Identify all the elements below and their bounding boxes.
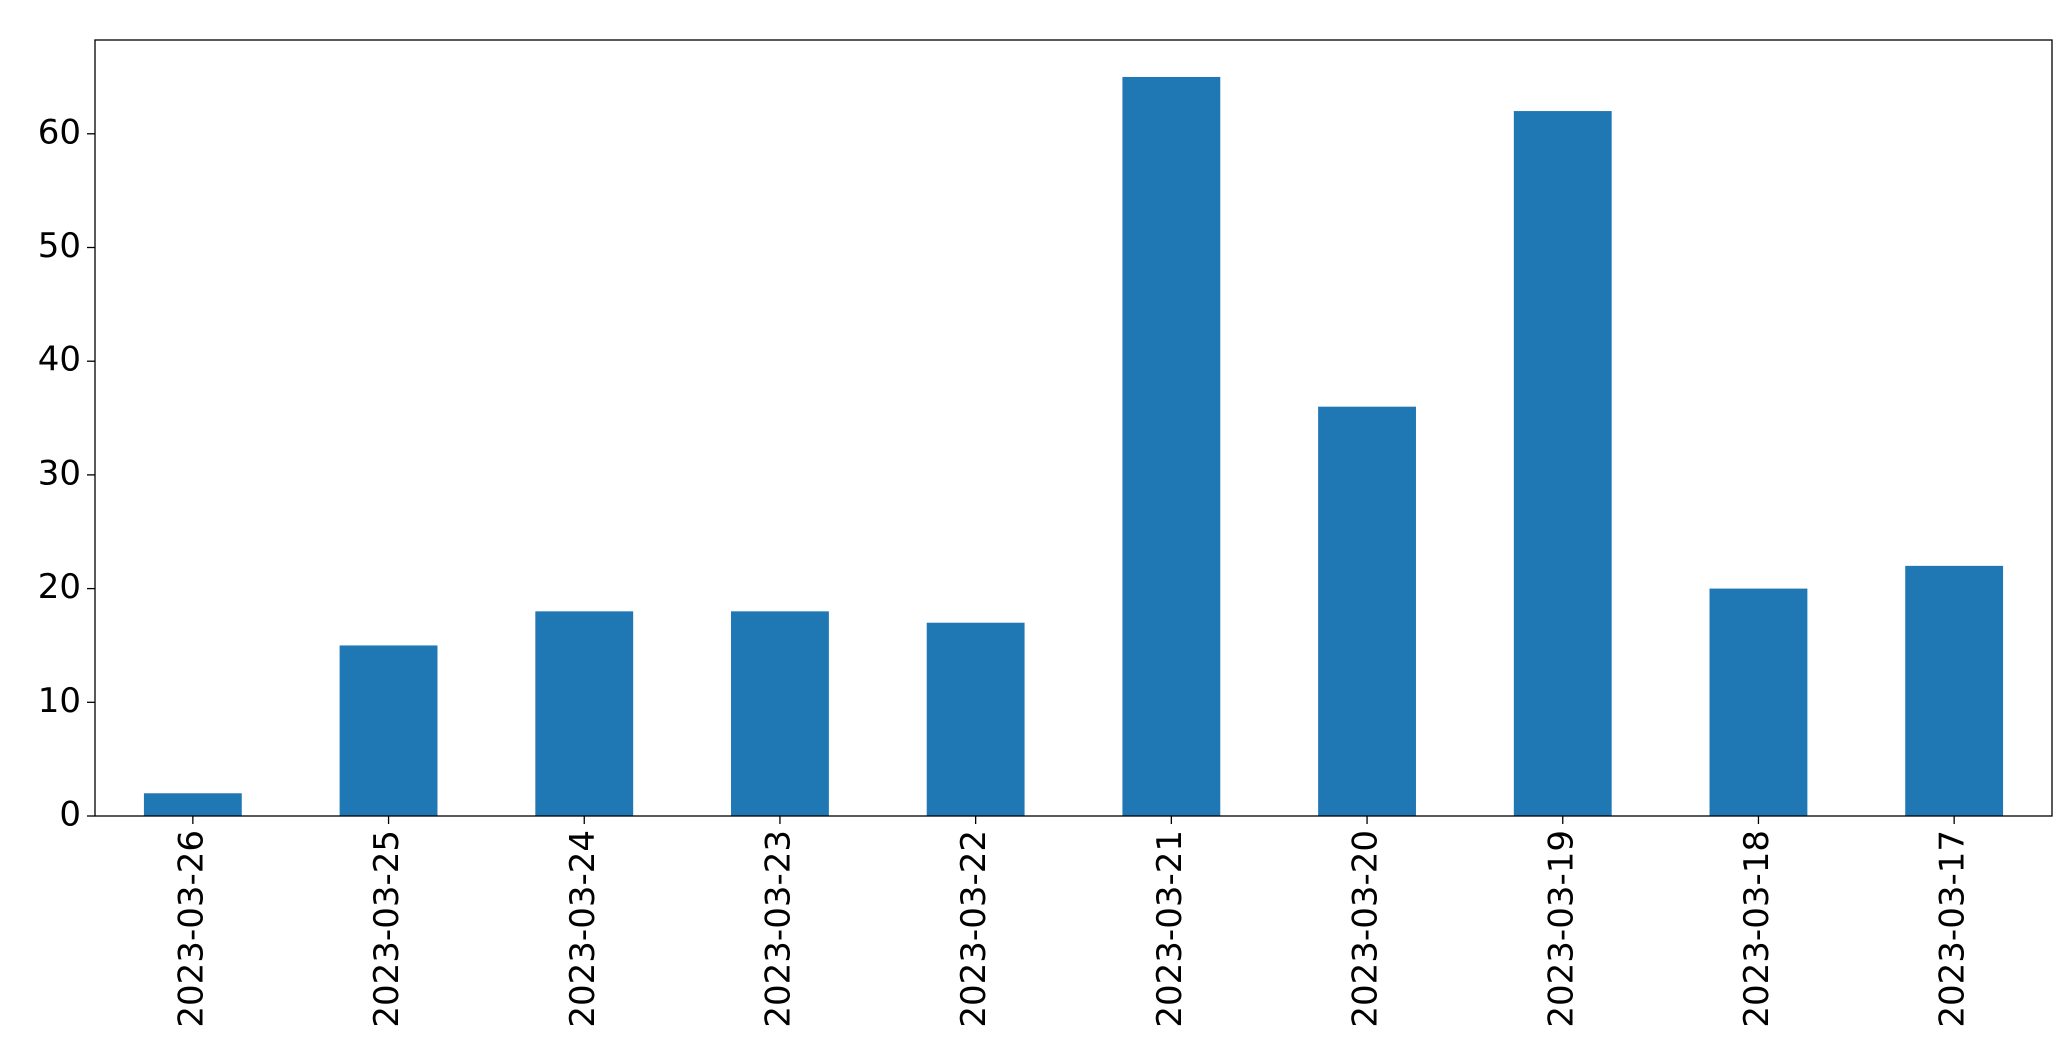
plot-frame: [94, 39, 2053, 817]
y-tick-label: 60: [38, 112, 81, 152]
x-tick-label: 2023-03-19: [1541, 830, 1581, 1028]
y-tick-label: 40: [38, 340, 81, 380]
bar: [1709, 588, 1808, 816]
x-tick-label: 2023-03-23: [758, 830, 798, 1028]
y-tick-label: 30: [38, 453, 81, 493]
bar: [731, 611, 829, 816]
bar: [535, 611, 634, 816]
x-tick-label: 2023-03-18: [1737, 830, 1777, 1028]
bar: [339, 645, 438, 816]
bar: [1122, 76, 1221, 816]
y-tick-label: 20: [38, 567, 81, 607]
y-tick-label: 50: [38, 226, 81, 266]
x-tick-label: 2023-03-24: [563, 830, 603, 1028]
x-tick-label: 2023-03-22: [954, 830, 994, 1028]
bar: [926, 622, 1025, 816]
y-tick-label: 10: [38, 681, 81, 721]
bar: [1513, 111, 1612, 817]
x-tick-label: 2023-03-26: [171, 830, 211, 1028]
x-tick-label: 2023-03-17: [1933, 830, 1973, 1028]
x-tick-label: 2023-03-21: [1150, 830, 1190, 1028]
x-tick-label: 2023-03-25: [367, 830, 407, 1028]
y-tick-label: 0: [59, 795, 81, 835]
bar: [143, 793, 242, 816]
bar: [1318, 406, 1416, 816]
x-tick-label: 2023-03-20: [1346, 830, 1386, 1028]
bar: [1905, 565, 2004, 816]
